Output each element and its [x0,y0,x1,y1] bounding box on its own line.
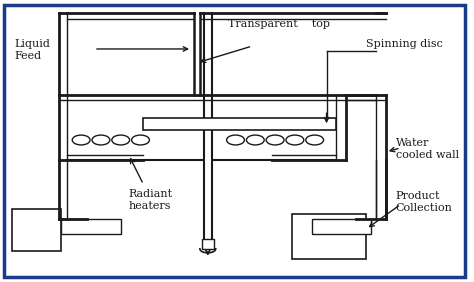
Ellipse shape [246,135,264,145]
Text: Liquid
Feed: Liquid Feed [15,39,51,61]
Text: Spinning disc: Spinning disc [366,39,443,49]
Ellipse shape [72,135,90,145]
Text: Radiant
heaters: Radiant heaters [128,190,173,211]
Ellipse shape [286,135,304,145]
Bar [12,209,61,251]
Bar [144,118,337,130]
Bar [202,239,214,249]
Ellipse shape [227,135,245,145]
Text: Product
Collection: Product Collection [396,191,453,213]
Bar [292,214,366,259]
Text: Water
cooled wall: Water cooled wall [396,138,459,160]
Ellipse shape [92,135,110,145]
Bar [61,219,121,234]
Text: Transparent    top: Transparent top [228,19,329,29]
Bar [312,219,371,234]
Ellipse shape [132,135,149,145]
Ellipse shape [306,135,324,145]
Ellipse shape [112,135,129,145]
Ellipse shape [266,135,284,145]
